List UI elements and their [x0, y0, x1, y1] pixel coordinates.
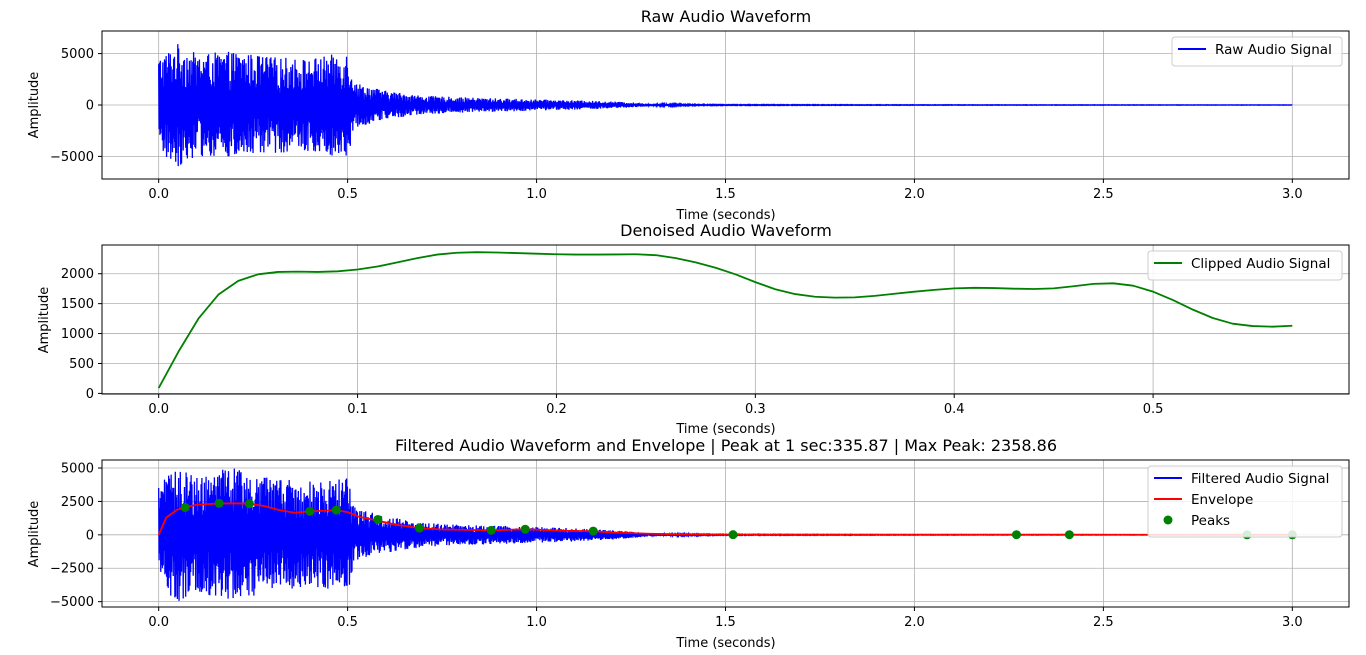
y-tick-label: 2000 — [61, 267, 94, 282]
x-tick-label: 3.0 — [1282, 187, 1303, 202]
peak-point — [331, 505, 341, 515]
x-tick-label: 2.5 — [1093, 615, 1114, 630]
y-tick-label: 1000 — [61, 327, 94, 342]
peak-point — [244, 499, 254, 509]
x-tick-label: 0.5 — [337, 187, 358, 202]
y-tick-label: 0 — [86, 528, 94, 543]
axes-frame — [101, 244, 1350, 395]
legend-label: Envelope — [1191, 492, 1253, 508]
peak-point — [1064, 530, 1074, 540]
raw-waveform-title: Raw Audio Waveform — [641, 7, 812, 26]
y-tick-label: −5000 — [50, 150, 94, 165]
filtered-waveform-ylabel: Amplitude — [27, 501, 42, 568]
legend-label: Filtered Audio Signal — [1191, 471, 1329, 487]
peak-point — [1011, 530, 1021, 540]
y-tick-label: −2500 — [50, 562, 94, 577]
legend-marker — [1163, 515, 1173, 525]
series-layer — [157, 251, 1293, 389]
signal-line-0 — [158, 44, 1293, 167]
y-tick-label: 2500 — [61, 495, 94, 510]
denoised-waveform-title: Denoised Audio Waveform — [620, 221, 832, 240]
x-tick-label: 2.0 — [904, 187, 925, 202]
x-tick-label: 1.0 — [526, 187, 547, 202]
denoised-waveform-panel: Denoised Audio Waveform Time (seconds) A… — [37, 221, 1350, 437]
peak-point — [486, 525, 496, 535]
legend-box — [1147, 250, 1343, 281]
x-tick-label: 0.3 — [745, 402, 766, 417]
filtered-waveform-xlabel: Time (seconds) — [675, 636, 775, 651]
series-line-0 — [157, 251, 1293, 389]
plot-area: 0.0 0.1 0.2 0.3 0.4 0.5 0 500 1000 1500 2000 Clippe… — [61, 244, 1350, 417]
legend-label: Peaks — [1191, 513, 1230, 529]
plot-area: 0.0 0.5 1.0 1.5 2.0 2.5 3.0 −5000 0 5000 Raw Audio… — [50, 30, 1350, 202]
x-tick-label: 0.5 — [337, 615, 358, 630]
x-tick-label: 0.2 — [546, 402, 567, 417]
series-layer — [158, 44, 1293, 167]
raw-waveform-panel: Raw Audio Waveform Time (seconds) Amplit… — [27, 7, 1350, 223]
series-layer — [157, 468, 1297, 601]
x-tick-label: 1.0 — [526, 615, 547, 630]
x-tick-label: 0.1 — [347, 402, 368, 417]
x-tick-label: 2.5 — [1093, 187, 1114, 202]
y-tick-label: 5000 — [61, 462, 94, 477]
x-tick-label: 2.0 — [904, 615, 925, 630]
y-tick-label: 500 — [69, 357, 94, 372]
x-tick-label: 0.0 — [148, 402, 169, 417]
y-tick-label: 1500 — [61, 297, 94, 312]
y-tick-label: −5000 — [50, 595, 94, 610]
legend: Filtered Audio Signal Envelope Peaks — [1147, 465, 1343, 538]
legend-label: Clipped Audio Signal — [1191, 256, 1330, 272]
x-tick-label: 0.5 — [1143, 402, 1164, 417]
legend: Clipped Audio Signal — [1147, 250, 1343, 281]
raw-waveform-xlabel: Time (seconds) — [675, 208, 775, 223]
y-tick-label: 0 — [86, 387, 94, 402]
peak-point — [180, 502, 190, 512]
plot-area: 0.0 0.5 1.0 1.5 2.0 2.5 3.0 −5000 −2500 0 2500 5000… — [50, 459, 1350, 630]
peak-point — [214, 498, 224, 508]
legend: Raw Audio Signal — [1171, 36, 1343, 67]
series-line-1 — [157, 502, 1293, 536]
legend-label: Raw Audio Signal — [1215, 42, 1332, 58]
x-tick-label: 0.0 — [148, 187, 169, 202]
peak-point — [305, 506, 315, 516]
x-tick-label: 1.5 — [715, 187, 736, 202]
x-tick-label: 0.4 — [944, 402, 965, 417]
peak-point — [728, 530, 738, 540]
peak-point — [520, 524, 530, 534]
x-tick-label: 3.0 — [1282, 615, 1303, 630]
peak-point — [588, 526, 598, 536]
filtered-waveform-title: Filtered Audio Waveform and Envelope | P… — [395, 436, 1057, 455]
peak-point — [373, 514, 383, 524]
denoised-waveform-xlabel: Time (seconds) — [675, 422, 775, 437]
peak-point — [414, 523, 424, 533]
legend-box — [1147, 465, 1343, 538]
legend-box — [1171, 36, 1343, 67]
denoised-waveform-ylabel: Amplitude — [37, 287, 52, 354]
raw-waveform-ylabel: Amplitude — [27, 72, 42, 139]
x-tick-label: 1.5 — [715, 615, 736, 630]
filtered-waveform-panel: Filtered Audio Waveform and Envelope | P… — [27, 436, 1350, 651]
y-tick-label: 5000 — [61, 47, 94, 62]
x-tick-label: 0.0 — [148, 615, 169, 630]
y-tick-label: 0 — [86, 99, 94, 114]
